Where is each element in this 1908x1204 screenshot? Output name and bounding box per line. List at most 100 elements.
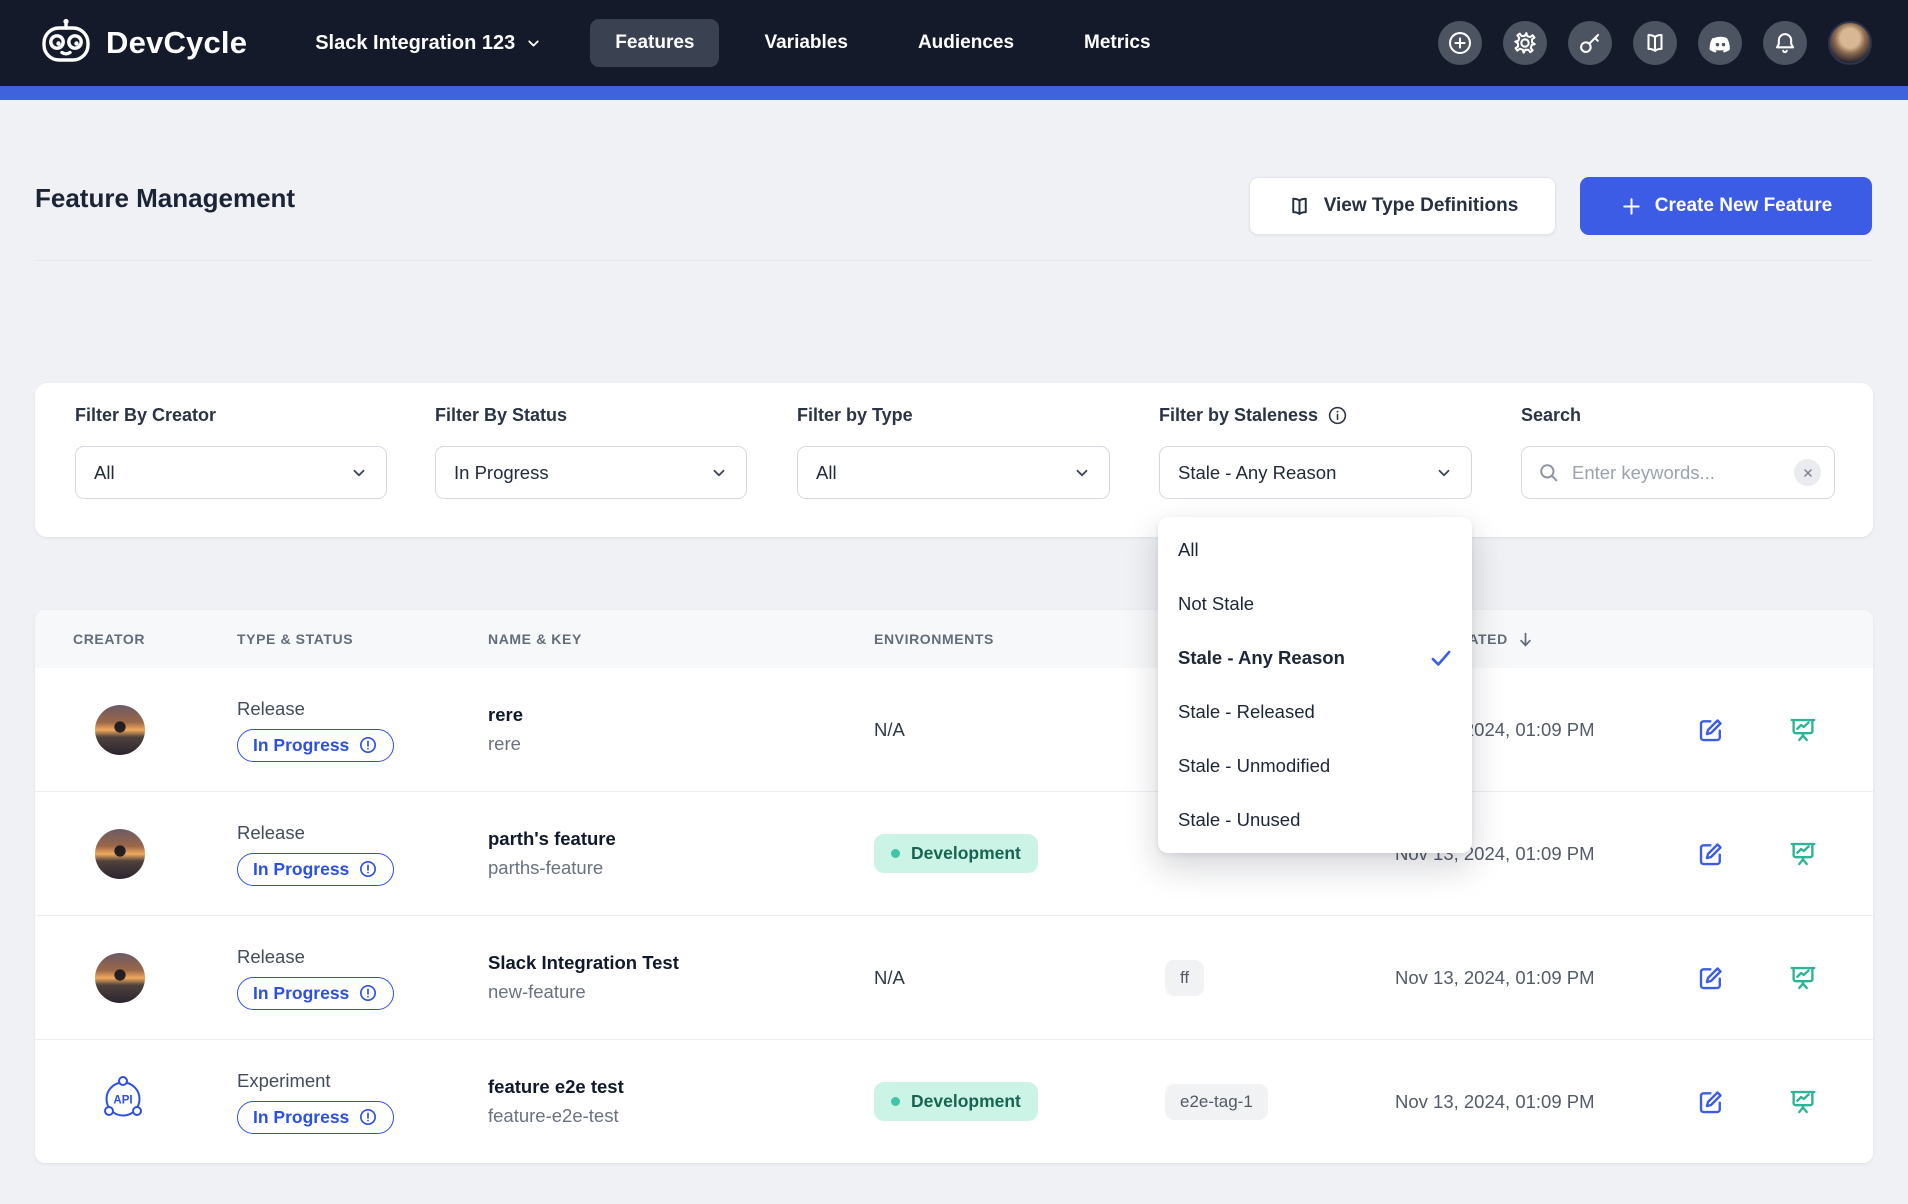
feature-type: Experiment bbox=[237, 1069, 331, 1091]
view-type-definitions-button[interactable]: View Type Definitions bbox=[1249, 177, 1556, 235]
create-new-button[interactable] bbox=[1438, 21, 1482, 65]
environment-dot bbox=[891, 1097, 900, 1106]
status-badge[interactable]: In Progress bbox=[237, 852, 395, 886]
table-row[interactable]: Release In Progress Slack Integration Te… bbox=[35, 915, 1873, 1039]
chevron-down-icon bbox=[1438, 469, 1450, 476]
header-divider bbox=[35, 260, 1873, 261]
navbar-action-icons bbox=[1438, 21, 1872, 65]
feature-name[interactable]: feature e2e test bbox=[488, 1076, 624, 1097]
edit-feature-button[interactable] bbox=[1694, 1085, 1728, 1119]
plus-circle-icon bbox=[1449, 32, 1471, 54]
status-badge[interactable]: In Progress bbox=[237, 976, 395, 1010]
api-keys-button[interactable] bbox=[1568, 21, 1612, 65]
devcycle-logo[interactable]: DevCycle bbox=[38, 17, 247, 70]
staleness-option-stale-any-reason[interactable]: Stale - Any Reason bbox=[1158, 631, 1472, 685]
table-header-row: CREATOR TYPE & STATUS NAME & KEY ENVIRON… bbox=[35, 610, 1873, 668]
page-title: Feature Management bbox=[35, 183, 296, 213]
staleness-option-stale-unused[interactable]: Stale - Unused bbox=[1178, 809, 1301, 830]
tab-features[interactable]: Features bbox=[590, 19, 720, 67]
filter-type: Filter by Type All bbox=[797, 383, 1110, 537]
table-body: Release In Progress rere rere N/A Nov 13… bbox=[35, 668, 1873, 1163]
edit-feature-button[interactable] bbox=[1694, 713, 1728, 747]
user-avatar[interactable] bbox=[1828, 21, 1872, 65]
project-selector-label: Slack Integration 123 bbox=[315, 31, 516, 54]
chevron-down-icon bbox=[353, 469, 365, 476]
staleness-dropdown-menu: All Not Stale Stale - Any Reason Stale -… bbox=[1158, 517, 1472, 853]
clear-search-button[interactable] bbox=[1794, 459, 1821, 486]
feature-type: Release bbox=[237, 697, 305, 719]
gear-icon bbox=[1514, 32, 1536, 54]
exclamation-circle-icon bbox=[360, 1108, 377, 1126]
feature-name[interactable]: parth's feature bbox=[488, 828, 616, 849]
feature-metrics-button[interactable] bbox=[1786, 1085, 1820, 1119]
filter-staleness-select[interactable]: Stale - Any Reason bbox=[1159, 446, 1472, 499]
environment-dot bbox=[891, 849, 900, 858]
book-icon bbox=[1647, 33, 1663, 52]
table-row[interactable]: Release In Progress rere rere N/A Nov 13… bbox=[35, 668, 1873, 791]
feature-type: Release bbox=[237, 945, 305, 967]
search-field: Search bbox=[1521, 383, 1835, 537]
feature-key: new-feature bbox=[488, 981, 586, 1002]
status-badge[interactable]: In Progress bbox=[237, 1100, 395, 1134]
updated-timestamp: Nov 13, 2024, 01:09 PM bbox=[1395, 1090, 1595, 1112]
discord-button[interactable] bbox=[1698, 21, 1742, 65]
filter-creator-select[interactable]: All bbox=[75, 446, 387, 499]
feature-metrics-button[interactable] bbox=[1786, 837, 1820, 871]
environment-badge: Development bbox=[874, 834, 1038, 873]
bell-icon bbox=[1775, 33, 1795, 54]
tab-variables[interactable]: Variables bbox=[764, 32, 848, 53]
book-icon bbox=[1291, 197, 1307, 215]
table-row[interactable]: Release In Progress parth's feature part… bbox=[35, 791, 1873, 915]
filter-type-label: Filter by Type bbox=[797, 405, 913, 425]
edit-pencil-icon bbox=[1699, 842, 1722, 865]
filter-staleness: Filter by Staleness Stale - Any Reason bbox=[1159, 383, 1472, 537]
exclamation-circle-icon bbox=[360, 984, 377, 1002]
staleness-option-not-stale[interactable]: Not Stale bbox=[1178, 593, 1255, 614]
search-input[interactable] bbox=[1560, 461, 1794, 484]
staleness-option-stale-unmodified[interactable]: Stale - Unmodified bbox=[1178, 755, 1331, 776]
presentation-chart-icon bbox=[1790, 1090, 1816, 1113]
table-row[interactable]: API Experiment In Progress feature e2e t… bbox=[35, 1039, 1873, 1163]
feature-name[interactable]: Slack Integration Test bbox=[488, 952, 679, 973]
environments-value: N/A bbox=[874, 966, 905, 988]
filter-status-select[interactable]: In Progress bbox=[435, 446, 747, 499]
brand-name: DevCycle bbox=[106, 25, 248, 60]
feature-metrics-button[interactable] bbox=[1786, 961, 1820, 995]
notifications-button[interactable] bbox=[1763, 21, 1807, 65]
create-new-feature-button[interactable]: Create New Feature bbox=[1580, 177, 1872, 235]
edit-feature-button[interactable] bbox=[1694, 961, 1728, 995]
status-badge[interactable]: In Progress bbox=[237, 728, 395, 762]
tag-badge: ff bbox=[1165, 959, 1205, 996]
key-icon bbox=[1580, 33, 1600, 53]
filter-status-label: Filter By Status bbox=[435, 405, 568, 425]
presentation-chart-icon bbox=[1790, 718, 1816, 741]
chevron-down-icon bbox=[528, 39, 539, 47]
settings-button[interactable] bbox=[1503, 21, 1547, 65]
tab-metrics[interactable]: Metrics bbox=[1084, 32, 1151, 53]
documentation-button[interactable] bbox=[1633, 21, 1677, 65]
project-selector[interactable]: Slack Integration 123 bbox=[315, 32, 542, 55]
col-header-environments: ENVIRONMENTS bbox=[874, 631, 994, 647]
staleness-option-stale-released[interactable]: Stale - Released bbox=[1178, 701, 1315, 722]
col-header-name-key: NAME & KEY bbox=[488, 631, 582, 647]
presentation-chart-icon bbox=[1790, 842, 1816, 865]
col-header-type-status: TYPE & STATUS bbox=[237, 631, 354, 647]
col-header-creator: CREATOR bbox=[73, 631, 146, 647]
discord-icon bbox=[1709, 36, 1730, 52]
feature-metrics-button[interactable] bbox=[1786, 713, 1820, 747]
creator-avatar bbox=[95, 952, 145, 1003]
staleness-option-all[interactable]: All bbox=[1178, 539, 1199, 560]
plus-icon bbox=[1623, 197, 1640, 215]
edit-pencil-icon bbox=[1699, 966, 1722, 989]
tab-audiences[interactable]: Audiences bbox=[917, 32, 1015, 53]
info-icon[interactable] bbox=[1327, 405, 1348, 426]
tag-badge: e2e-tag-1 bbox=[1165, 1083, 1268, 1120]
filter-type-select[interactable]: All bbox=[797, 446, 1110, 499]
api-creator-icon: API bbox=[97, 1073, 149, 1130]
edit-feature-button[interactable] bbox=[1694, 837, 1728, 871]
feature-type: Release bbox=[237, 821, 305, 843]
feature-name[interactable]: rere bbox=[488, 704, 523, 725]
filter-creator: Filter By Creator All bbox=[75, 383, 387, 537]
filter-creator-label: Filter By Creator bbox=[75, 405, 217, 425]
edit-pencil-icon bbox=[1699, 718, 1722, 741]
